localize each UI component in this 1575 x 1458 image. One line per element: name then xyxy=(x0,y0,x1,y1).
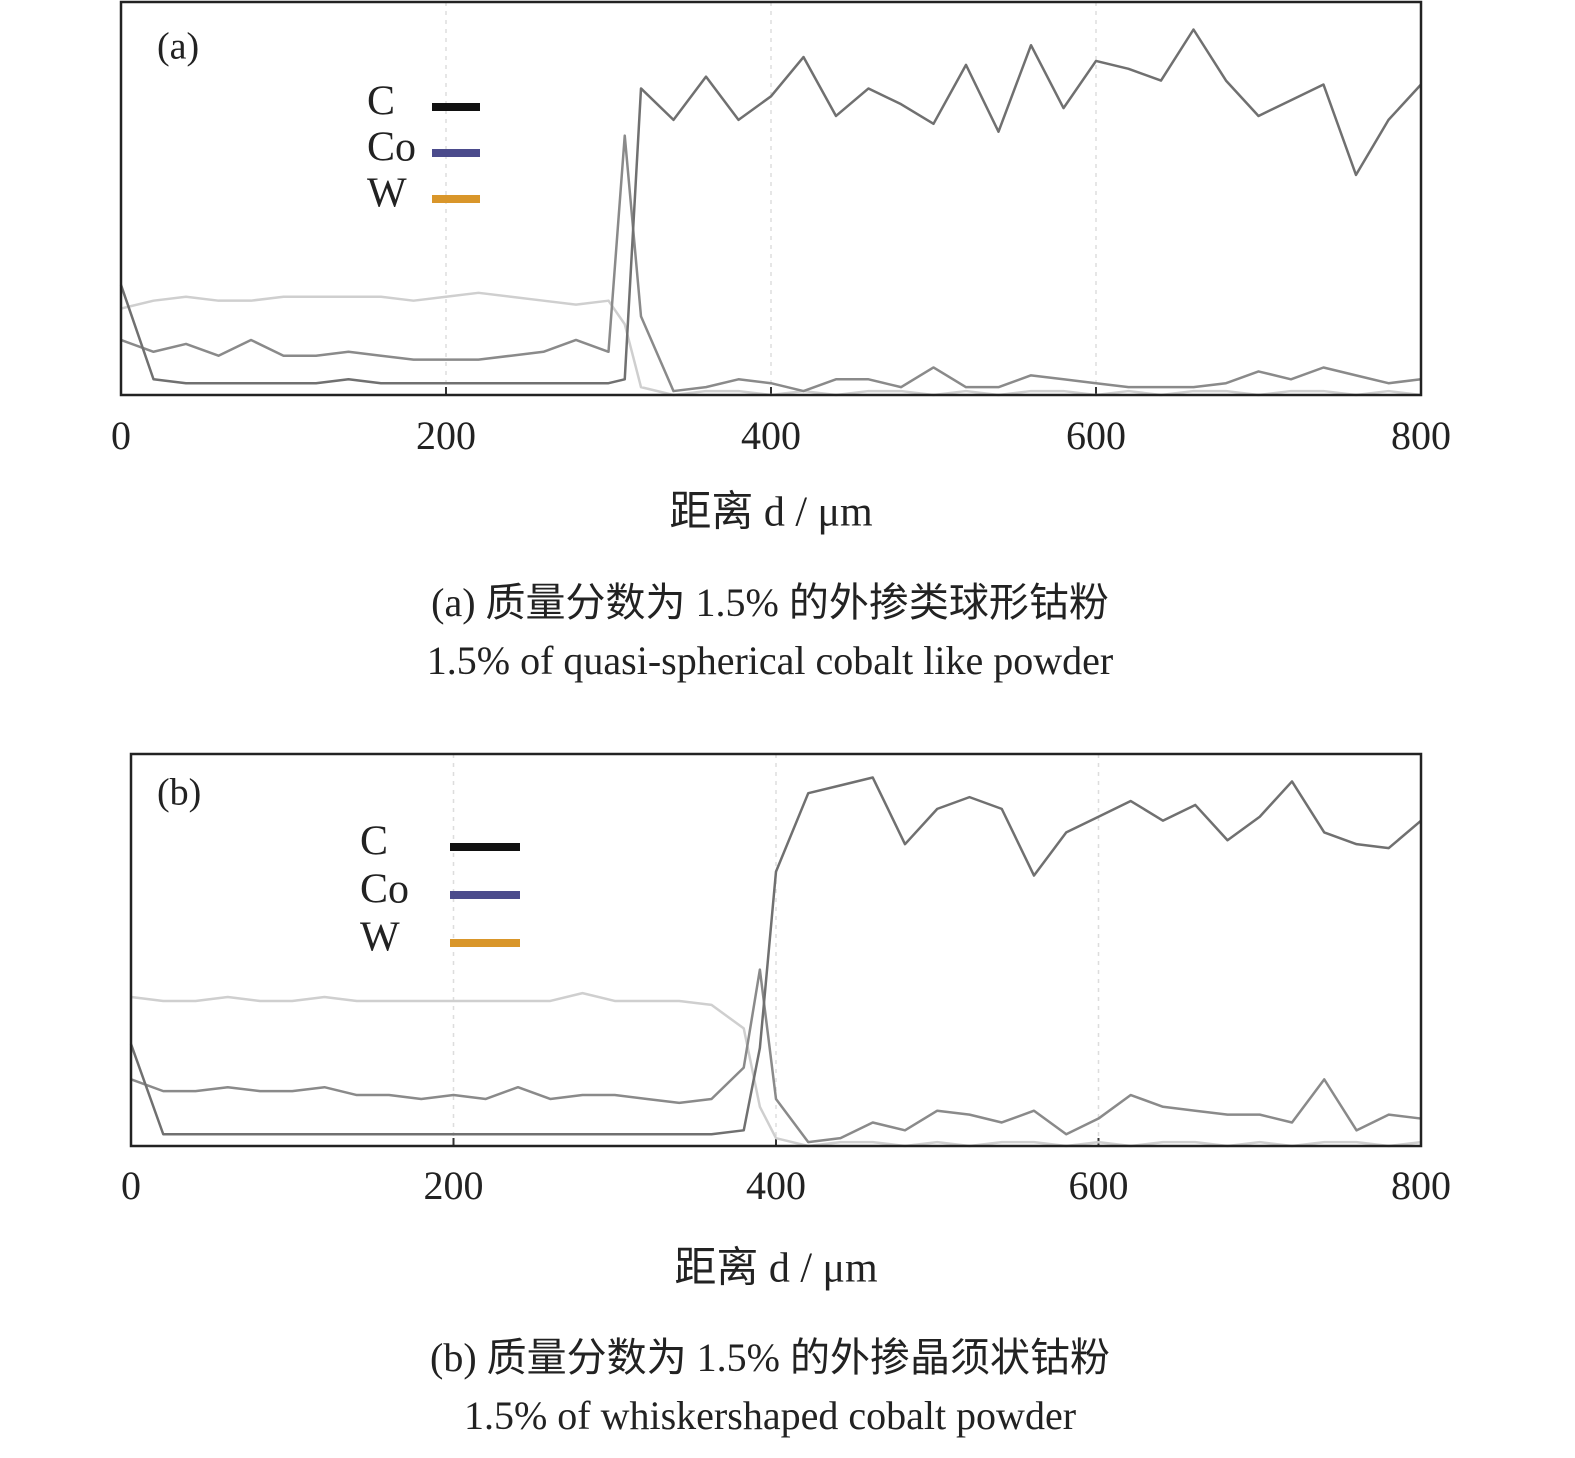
x-tick-label: 0 xyxy=(111,413,131,458)
caption: 1.5% of whiskershaped cobalt powder xyxy=(464,1393,1076,1438)
x-tick-label: 200 xyxy=(416,413,476,458)
x-tick-label: 800 xyxy=(1391,413,1451,458)
x-axis-label: 距离 d / μm xyxy=(669,489,873,536)
x-tick-label: 600 xyxy=(1069,1163,1129,1208)
caption: (b) 质量分数为 1.5% 的外掺晶须状钴粉 xyxy=(430,1335,1110,1380)
caption: 1.5% of quasi-spherical cobalt like powd… xyxy=(427,638,1113,683)
legend-label: C xyxy=(367,79,395,125)
caption: (a) 质量分数为 1.5% 的外掺类球形钴粉 xyxy=(431,580,1109,625)
data-line xyxy=(120,291,1422,397)
x-tick-label: 0 xyxy=(121,1163,141,1208)
legend-label: Co xyxy=(367,125,416,171)
data-line xyxy=(130,991,1422,1148)
panel-label: (b) xyxy=(157,772,201,814)
x-tick-label: 400 xyxy=(741,413,801,458)
x-tick-label: 200 xyxy=(424,1163,484,1208)
legend-label: Co xyxy=(360,867,409,913)
x-tick-label: 800 xyxy=(1391,1163,1451,1208)
plot-frame xyxy=(119,0,1423,397)
plot-frame xyxy=(129,752,1423,1148)
x-tick-label: 400 xyxy=(746,1163,806,1208)
data-line xyxy=(130,968,1422,1144)
x-axis-label: 距离 d / μm xyxy=(674,1245,878,1292)
data-line xyxy=(119,28,1422,385)
x-tick-label: 600 xyxy=(1066,413,1126,458)
panel-label: (a) xyxy=(157,26,199,68)
legend-label: W xyxy=(360,915,400,961)
data-line xyxy=(129,776,1422,1136)
data-line xyxy=(120,134,1422,393)
legend-label: W xyxy=(367,171,407,217)
legend-label: C xyxy=(360,819,388,865)
